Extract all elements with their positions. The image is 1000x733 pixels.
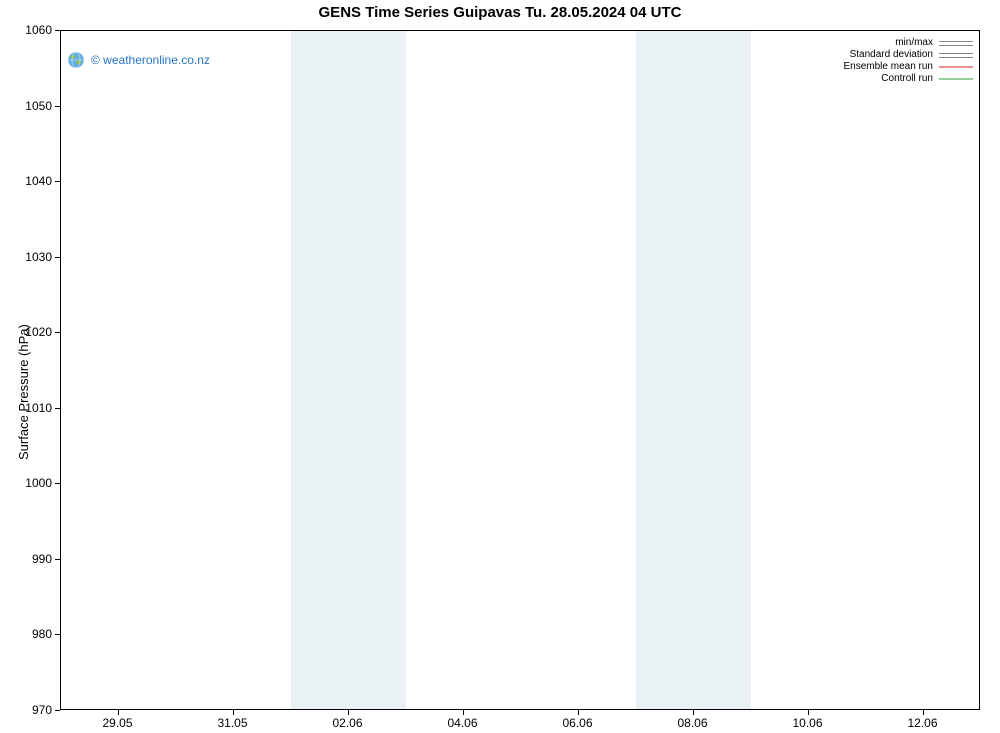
legend-swatch	[939, 39, 973, 47]
y-tick-mark	[55, 483, 60, 484]
y-tick-label: 990	[0, 552, 52, 566]
legend-item: min/max	[844, 37, 974, 49]
weekend-shade	[636, 31, 694, 709]
x-tick-label: 04.06	[447, 716, 477, 730]
x-tick-label: 10.06	[792, 716, 822, 730]
x-tick-mark	[808, 710, 809, 715]
watermark-text: © weatheronline.co.nz	[91, 53, 210, 67]
y-tick-label: 1010	[0, 401, 52, 415]
legend-label: Standard deviation	[850, 49, 933, 61]
y-tick-mark	[55, 710, 60, 711]
y-tick-label: 1060	[0, 23, 52, 37]
y-tick-mark	[55, 634, 60, 635]
y-tick-mark	[55, 106, 60, 107]
globe-icon	[67, 51, 85, 69]
legend-label: Ensemble mean run	[844, 61, 934, 73]
weekend-shade	[694, 31, 752, 709]
y-tick-label: 970	[0, 703, 52, 717]
x-tick-label: 02.06	[332, 716, 362, 730]
legend-swatch	[939, 51, 973, 59]
x-tick-mark	[348, 710, 349, 715]
watermark: © weatheronline.co.nz	[67, 51, 210, 69]
x-tick-mark	[578, 710, 579, 715]
y-tick-mark	[55, 257, 60, 258]
x-tick-label: 08.06	[677, 716, 707, 730]
legend-label: min/max	[895, 37, 933, 49]
chart-title: GENS Time Series Guipavas Tu. 28.05.2024…	[0, 4, 1000, 21]
y-tick-label: 1050	[0, 99, 52, 113]
x-tick-mark	[463, 710, 464, 715]
y-tick-label: 980	[0, 627, 52, 641]
x-tick-mark	[233, 710, 234, 715]
weekend-shade	[349, 31, 407, 709]
weekend-shade	[291, 31, 349, 709]
y-tick-mark	[55, 559, 60, 560]
y-tick-label: 1040	[0, 174, 52, 188]
legend-swatch	[939, 63, 973, 71]
y-tick-label: 1020	[0, 325, 52, 339]
legend-item: Standard deviation	[844, 49, 974, 61]
x-tick-mark	[118, 710, 119, 715]
legend-label: Controll run	[881, 73, 933, 85]
plot-area: © weatheronline.co.nz min/maxStandard de…	[60, 30, 980, 710]
y-tick-mark	[55, 30, 60, 31]
y-tick-label: 1000	[0, 476, 52, 490]
legend-swatch	[939, 75, 973, 83]
y-tick-mark	[55, 332, 60, 333]
y-tick-label: 1030	[0, 250, 52, 264]
x-tick-label: 29.05	[102, 716, 132, 730]
legend-item: Ensemble mean run	[844, 61, 974, 73]
legend-item: Controll run	[844, 73, 974, 85]
x-tick-mark	[693, 710, 694, 715]
x-tick-mark	[923, 710, 924, 715]
x-tick-label: 06.06	[562, 716, 592, 730]
y-axis-label: Surface Pressure (hPa)	[16, 324, 31, 460]
legend: min/maxStandard deviationEnsemble mean r…	[844, 37, 974, 85]
y-tick-mark	[55, 181, 60, 182]
x-tick-label: 12.06	[907, 716, 937, 730]
x-tick-label: 31.05	[217, 716, 247, 730]
y-tick-mark	[55, 408, 60, 409]
